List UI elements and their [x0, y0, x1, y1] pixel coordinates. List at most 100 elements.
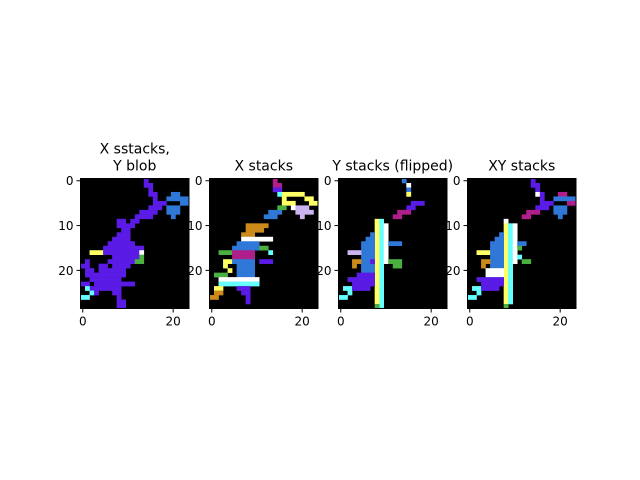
pixel-cell	[388, 259, 403, 264]
pixel-cell	[148, 187, 154, 193]
pixel-cell	[272, 178, 278, 184]
pixel-cell	[352, 259, 362, 264]
pixel-cell	[476, 250, 491, 255]
pixel-cell	[236, 272, 256, 278]
pixel-cell	[281, 196, 287, 202]
pixel-cell	[539, 191, 545, 197]
pixel-cell	[170, 214, 176, 220]
pixel-cell	[347, 277, 375, 282]
pixel-cell	[503, 218, 509, 224]
pixel-cell	[80, 295, 90, 300]
pixel-cell	[503, 304, 509, 309]
pixel-cell	[272, 182, 283, 188]
x-tick-label: 0	[466, 315, 474, 329]
pixel-cell	[526, 209, 541, 215]
y-tick-label: 0	[66, 174, 74, 188]
pixel-cell	[379, 218, 385, 224]
pixel-cell	[467, 295, 477, 300]
pixel-cell	[557, 214, 563, 220]
x-tick-label: 20	[553, 315, 568, 329]
pixel-cell	[517, 245, 523, 251]
pixel-cell	[370, 232, 375, 238]
pixel-cell	[218, 250, 233, 255]
pixel-cell	[80, 263, 90, 269]
pixel-cell	[410, 200, 425, 206]
chart-title: Y blob	[112, 159, 156, 175]
pixel-cell	[476, 277, 504, 282]
pixel-cell	[388, 241, 403, 247]
pixel-cell	[241, 290, 251, 296]
x-tick-label: 20	[166, 315, 181, 329]
pixel-cell	[112, 290, 122, 296]
y-tick-label: 20	[58, 264, 73, 278]
pixel-cell	[245, 295, 251, 300]
pixel-cell	[259, 245, 269, 251]
pixel-cell	[236, 263, 256, 269]
pixel-cell	[406, 182, 412, 188]
pixel-cell	[245, 223, 269, 229]
pixel-cell	[232, 259, 255, 264]
pixel-cell	[530, 182, 541, 188]
y-tick-label: 10	[58, 219, 73, 233]
pixel-cell	[232, 254, 255, 260]
pixel-cell	[392, 214, 403, 220]
pixel-cell	[539, 200, 554, 206]
pixel-cell	[98, 263, 108, 269]
pixel-cell	[89, 290, 95, 296]
pixel-cell	[179, 200, 190, 206]
pixel-cell	[512, 227, 518, 264]
pixel-cell	[241, 232, 256, 238]
pixel-cell	[535, 205, 550, 211]
pixel-cell	[112, 263, 131, 269]
chart-title: X sstacks,	[100, 142, 170, 158]
pixel-cell	[338, 295, 348, 300]
pixel-cell	[232, 245, 260, 251]
pixel-cell	[89, 250, 104, 255]
panel-4: XY stacks 0 20 0 10 20	[445, 159, 577, 329]
pixel-cell	[139, 209, 158, 215]
pixel-cell	[259, 259, 274, 264]
pixel-cell	[236, 268, 256, 273]
pixel-cell	[566, 200, 577, 206]
pixel-cell	[236, 241, 260, 247]
pixel-cell	[116, 218, 127, 224]
pixel-cell	[112, 236, 131, 242]
axes-frame	[467, 178, 577, 309]
x-tick-label: 0	[337, 315, 345, 329]
pixel-cell	[281, 200, 296, 206]
pixel-cell	[308, 200, 319, 206]
pixel-cell	[521, 214, 532, 220]
chart-title: X stacks	[234, 159, 293, 175]
pixel-cell	[148, 205, 163, 211]
pixel-cell	[143, 178, 149, 184]
pixel-cell	[85, 286, 90, 291]
pixel-cell	[277, 205, 287, 211]
pixel-cell	[85, 259, 90, 264]
pixel-cell	[218, 281, 260, 287]
x-tick-label: 0	[79, 315, 87, 329]
pixel-cell	[272, 187, 283, 193]
panels: X sstacks,Y blob 0 20 0 10 20 X stacks 0 20 0 10 20…	[58, 142, 577, 329]
pixel-cell	[245, 227, 265, 233]
pixel-cell	[392, 263, 403, 269]
pixel-cell	[356, 272, 375, 278]
pixel-cell	[365, 236, 375, 242]
x-tick-label: 0	[208, 315, 216, 329]
pixel-cell	[397, 209, 412, 215]
pixel-cell	[112, 259, 136, 264]
pixel-cell	[295, 209, 314, 215]
pixel-cell	[503, 223, 509, 305]
pixel-cell	[107, 259, 113, 264]
pixel-cell	[139, 250, 145, 255]
pixel-cell	[406, 191, 412, 197]
chart-title: Y stacks (flipped)	[331, 159, 453, 175]
pixel-cell	[121, 227, 131, 233]
pixel-cell	[512, 223, 518, 229]
pixel-cell	[481, 281, 504, 287]
pixel-cell	[347, 290, 353, 296]
pixel-cell	[494, 236, 504, 242]
pixel-cell	[352, 263, 357, 269]
axes-frame	[209, 178, 319, 309]
pixel-cell	[166, 205, 181, 215]
